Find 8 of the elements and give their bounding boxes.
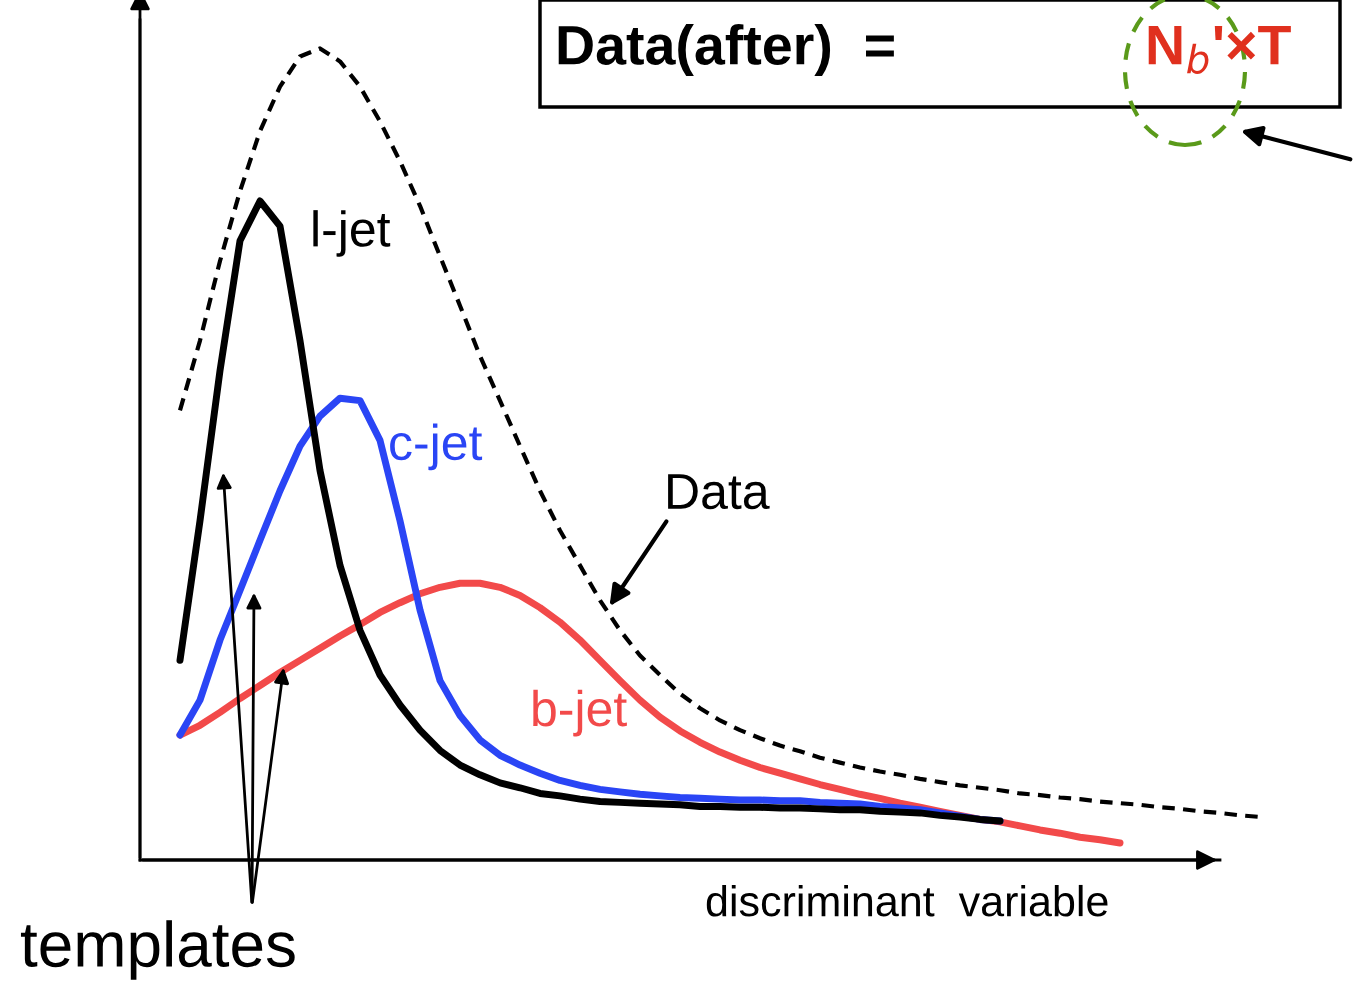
text: Data: [668, 474, 770, 510]
annotation: Data(after) =: [558, 24, 894, 76]
x-axis-title: discriminant variable: [706, 884, 1108, 917]
series-label: b-jet: [533, 689, 627, 737]
annotation: N$_{b}$'×T: [1148, 26, 1291, 74]
text: templates: [20, 920, 295, 980]
series-label: l-jet: [313, 210, 391, 257]
series-label: c-jet: [390, 423, 483, 471]
